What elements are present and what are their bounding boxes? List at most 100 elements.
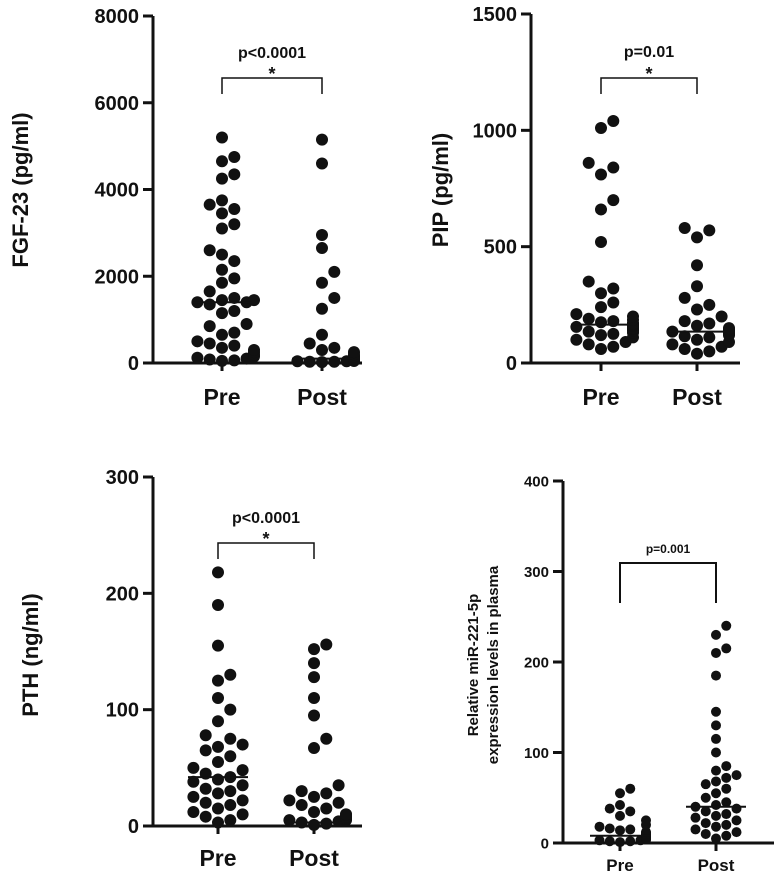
data-point-pth-post [308,692,320,705]
data-point-pth-pre [187,806,200,819]
data-point-mir221-post [721,643,732,654]
data-point-pth-post [308,742,320,755]
data-point-pth-pre [212,787,224,800]
data-point-pth-pre [212,816,224,829]
data-point-mir221-post [711,788,721,799]
data-point-fgf23-pre [216,294,228,307]
y-axis-label-mir221: Relative miR-221-5p [465,594,482,737]
data-point-fgf23-post [328,355,341,368]
data-point-mir221-post [721,830,732,841]
data-point-mir221-post [731,770,742,781]
data-point-fgf23-pre [216,248,228,261]
data-point-mir221-post [690,812,701,823]
data-point-fgf23-pre [203,353,216,366]
data-point-pth-post [308,709,320,722]
data-point-pip-pre [595,168,607,181]
data-point-pth-pre [224,668,237,681]
data-point-fgf23-pre [228,339,241,352]
data-point-pip-pre [570,320,583,333]
data-point-pip-post [691,319,703,332]
data-point-fgf23-post [328,341,341,354]
y-tick-label-pip: 500 [484,237,517,259]
y-tick-label-pth: 100 [106,700,139,722]
data-point-pth-pre [212,802,224,815]
data-point-pip-post [715,310,728,323]
data-point-pip-post [678,315,691,328]
data-point-mir221-pre [625,824,636,835]
data-point-fgf23-pre [228,291,241,304]
y-tick-label-fgf23: 6000 [95,93,140,115]
data-point-mir221-post [711,706,721,717]
data-point-fgf23-post [328,265,341,278]
data-point-mir221-post [700,818,711,829]
data-point-mir221-post [711,747,721,758]
data-point-pip-post [691,303,703,316]
data-point-pth-post [320,787,333,800]
data-point-fgf23-pre [228,255,241,268]
data-point-fgf23-post [316,302,328,315]
data-point-pth-pre [212,639,224,652]
data-point-pth-pre [236,738,249,751]
data-point-mir221-post [721,783,732,794]
data-point-fgf23-pre [203,320,216,333]
significance-star-fgf23: * [268,64,275,84]
data-point-pth-post [340,808,352,821]
data-point-fgf23-pre [228,272,241,285]
data-point-pip-pre [595,203,607,216]
data-point-mir221-pre [615,788,625,799]
data-point-pth-post [308,806,320,819]
data-point-mir221-post [731,827,742,838]
data-point-mir221-post [711,799,721,810]
y-tick-label-fgf23: 2000 [95,266,140,288]
significance-bracket-pip [600,77,698,94]
data-point-pth-post [295,799,308,812]
data-point-mir221-post [711,720,721,731]
data-point-pip-post [678,222,691,235]
data-point-mir221-post [711,810,721,821]
data-point-pip-pre [582,275,595,288]
data-point-pip-pre [582,338,595,351]
data-point-mir221-post [711,670,721,681]
data-point-mir221-post [700,806,711,817]
data-point-mir221-pre [625,836,636,847]
data-point-pth-post [320,802,333,815]
y-tick-label-pip: 0 [506,353,517,375]
data-point-fgf23-pre [240,317,253,330]
data-point-pth-pre [212,756,224,769]
data-point-mir221-post [711,629,721,640]
data-point-pip-post [691,347,703,360]
data-point-fgf23-pre [216,354,228,367]
data-point-pip-pre [570,333,583,346]
data-point-pth-pre [236,764,249,777]
data-point-fgf23-post [303,337,316,350]
data-point-mir221-pre [625,806,636,817]
y-tick-label-mir221: 100 [524,745,549,762]
data-point-pip-post [703,331,716,344]
chart-fgf23: 0 2000 4000 6000 8000 FGF-23 (pg/ml) Pre Post p<… [8,6,362,410]
data-point-pth-pre [187,790,200,803]
data-point-pth-pre [212,740,224,753]
data-point-mir221-pre [604,836,615,847]
data-point-pth-pre [199,744,212,757]
data-point-pip-pre [595,122,607,135]
data-point-pth-pre [224,750,237,763]
data-point-mir221-post [700,828,711,839]
data-point-pth-post [308,657,320,670]
data-point-mir221-post [711,733,721,744]
data-point-mir221-post [700,792,711,803]
data-point-fgf23-pre [228,203,241,216]
data-point-pth-pre [236,794,249,807]
data-point-fgf23-post [316,328,328,341]
data-point-pip-post [678,291,691,304]
data-point-pth-post [295,785,308,798]
data-point-fgf23-pre [228,304,241,317]
data-point-fgf23-post [316,276,328,289]
data-point-fgf23-pre [228,168,241,181]
data-point-pip-pre [595,329,607,342]
data-point-pth-pre [212,566,224,579]
data-point-pip-pre [607,327,620,340]
data-point-mir221-post [700,779,711,790]
data-point-pip-pre [582,312,595,325]
y-tick-label-pip: 1500 [473,4,518,26]
data-point-mir221-pre [615,799,625,810]
